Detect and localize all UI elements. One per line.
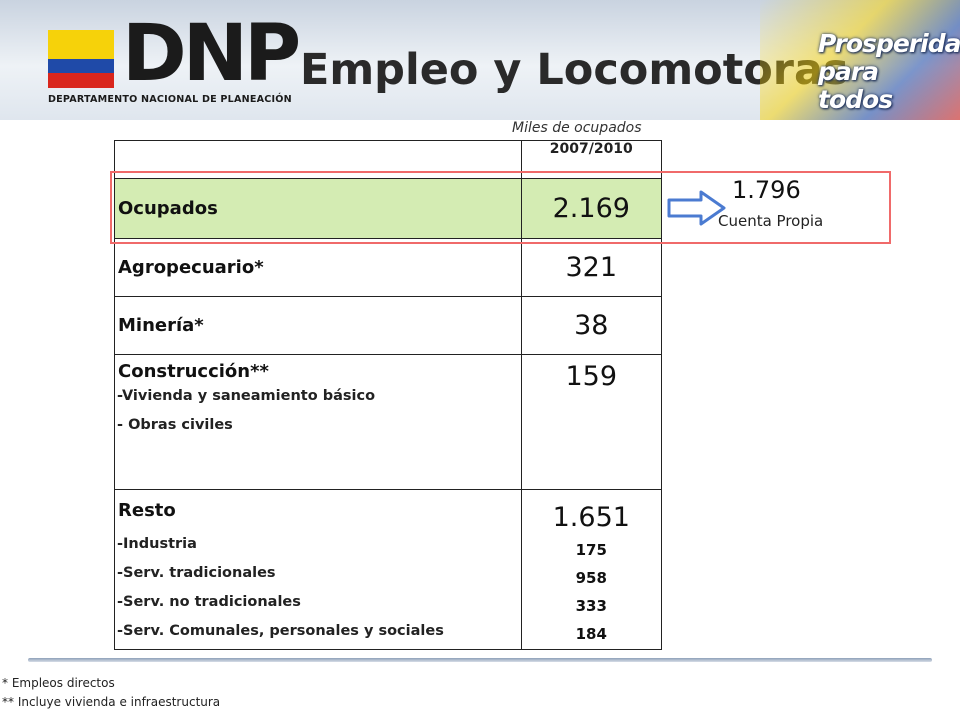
prosperidad-badge: Prosperidad para todos: [818, 29, 960, 114]
sub-item-serv-comunales: -Serv. Comunales, personales y sociales: [117, 623, 444, 639]
header-banner: DNP DEPARTAMENTO NACIONAL DE PLANEACIÓN …: [0, 0, 960, 120]
badge-line-1: Prosperidad: [818, 29, 960, 58]
footnote-2: ** Incluye vivienda e infraestructura: [2, 695, 221, 709]
sub-item-serv-tradicionales: -Serv. tradicionales: [117, 565, 276, 581]
sub-value-industria: 175: [575, 541, 607, 559]
cuenta-propia-label: Cuenta Propia: [718, 212, 824, 230]
sub-value-serv-no-tradicionales: 333: [575, 597, 607, 615]
dnp-logo: DNP: [122, 9, 301, 99]
row-label-mineria: Minería*: [118, 315, 204, 336]
footer-divider: [28, 658, 932, 662]
table-row-resto: Resto -Industria -Serv. tradicionales -S…: [114, 489, 663, 650]
colombia-flag-icon: [48, 30, 114, 88]
row-value-mineria: 38: [574, 310, 609, 341]
footnote-1: * Empleos directos: [2, 676, 115, 690]
units-note: Miles de ocupados: [512, 120, 642, 136]
row-value-resto: 1.651: [552, 502, 630, 533]
row-label-ocupados: Ocupados: [118, 198, 218, 219]
sub-value-serv-tradicionales: 958: [575, 569, 607, 587]
row-label-resto: Resto: [118, 500, 176, 521]
table-row-agropecuario: Agropecuario* 321: [114, 238, 663, 297]
row-value-agropecuario: 321: [565, 252, 618, 283]
row-label-agropecuario: Agropecuario*: [118, 257, 264, 278]
right-arrow-icon: [667, 190, 726, 226]
dnp-logo-subtitle: DEPARTAMENTO NACIONAL DE PLANEACIÓN: [48, 94, 292, 105]
row-label-construccion: Construcción**: [118, 361, 269, 382]
sub-item-vivienda: -Vivienda y saneamiento básico: [117, 388, 376, 404]
sub-value-serv-comunales: 184: [575, 625, 607, 643]
highlight-box: [110, 171, 891, 244]
badge-line-2: para todos: [818, 57, 893, 114]
sub-item-obras-civiles: - Obras civiles: [117, 417, 233, 433]
row-value-construccion: 159: [565, 361, 618, 392]
table-row-mineria: Minería* 38: [114, 296, 663, 355]
table-row-construccion: Construcción** -Vivienda y saneamiento b…: [114, 354, 663, 490]
table-row-ocupados: Ocupados 2.169: [114, 178, 663, 239]
sub-item-industria: -Industria: [117, 536, 197, 552]
flag-swoosh-icon: [760, 0, 960, 120]
cuenta-propia-value: 1.796: [732, 176, 801, 204]
row-value-ocupados: 2.169: [552, 193, 630, 224]
page-title: Empleo y Locomotoras: [300, 45, 849, 95]
sub-item-serv-no-tradicionales: -Serv. no tradicionales: [117, 594, 301, 610]
